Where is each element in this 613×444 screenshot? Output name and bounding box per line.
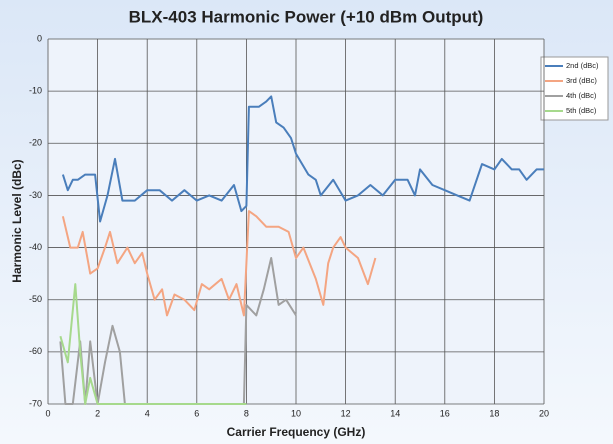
x-tick-label: 10 [291,408,301,418]
legend-label: 5th (dBc) [566,106,597,115]
legend [540,56,609,121]
y-axis-label: Harmonic Level (dBc) [10,159,24,282]
x-tick-label: 8 [244,408,249,418]
x-tick-label: 12 [341,408,351,418]
x-tick-label: 2 [95,408,100,418]
x-tick-label: 0 [45,408,50,418]
x-tick-label: 16 [440,408,450,418]
y-tick-label: -70 [29,398,42,408]
y-tick-label: -30 [29,190,42,200]
x-tick-label: 6 [194,408,199,418]
x-tick-label: 4 [145,408,150,418]
x-axis-label: Carrier Frequency (GHz) [227,425,366,439]
y-tick-label: -20 [29,138,42,148]
y-tick-label: -50 [29,294,42,304]
series-line [61,210,377,317]
x-tick-label: 20 [539,408,549,418]
legend-label: 3rd (dBc) [566,76,597,85]
series-line [61,95,544,223]
x-tick-label: 14 [390,408,400,418]
y-tick-label: 0 [37,33,42,43]
y-tick-label: -60 [29,346,42,356]
series-line [59,283,247,405]
legend-label: 4th (dBc) [566,91,597,100]
chart-title: BLX-403 Harmonic Power (+10 dBm Output) [129,7,484,26]
x-tick-label: 18 [489,408,499,418]
legend-label: 2nd (dBc) [566,61,599,70]
y-tick-label: -40 [29,242,42,252]
y-tick-label: -10 [29,86,42,96]
